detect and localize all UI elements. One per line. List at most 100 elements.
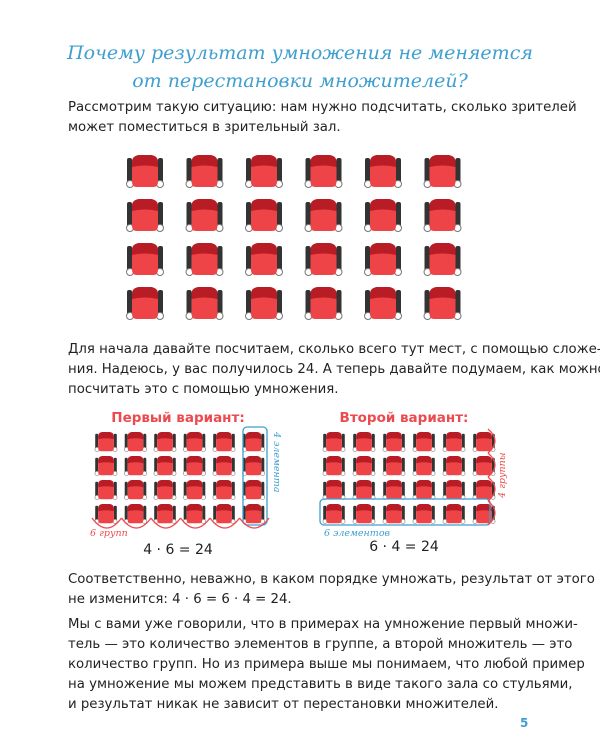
seat [153,431,177,452]
page-title-line-2: от перестановки множителей? [132,70,468,92]
text-line: Для начала давайте посчитаем, сколько вс… [68,342,600,357]
seat [212,479,236,500]
seat [442,455,466,476]
seat [245,198,283,232]
paragraph-conclusion: Соответственно, неважно, в каком порядке… [68,570,595,610]
seat [442,479,466,500]
seat [412,431,436,452]
variant1-elements-label: 4 элемента [271,432,282,493]
seat [212,503,236,524]
seat [185,286,224,320]
seat [183,503,206,524]
big-seat-grid [126,154,462,320]
seat [242,431,265,452]
seat [126,286,164,320]
text-line: не изменится: 4 · 6 = 6 · 4 = 24. [68,592,292,607]
seat [364,154,402,188]
seat [153,503,177,524]
paragraph-addition: Для начала давайте посчитаем, сколько вс… [68,340,600,400]
variant1-seat-grid [94,431,265,524]
paragraph-intro: Рассмотрим такую ситуацию: нам нужно под… [68,98,577,138]
seat [126,242,164,276]
text-line: ния. Надеюсь, у вас получилось 24. А теп… [68,362,600,377]
variant1-heading: Первый вариант: [111,410,245,426]
seat [304,198,343,232]
seat [352,503,376,524]
paragraph-summary: Мы с вами уже говорили, что в примерах н… [68,615,585,715]
seat [382,479,406,500]
seat [442,431,466,452]
seat [242,503,265,524]
seat [124,479,147,500]
text-line: Соответственно, неважно, в каком порядке… [68,572,595,587]
seat [94,431,118,452]
seat [242,455,265,476]
variant2-heading: Второй вариант: [339,410,469,426]
seat [183,431,206,452]
seat [245,154,283,188]
seat [412,479,436,500]
seat [364,198,402,232]
seat [423,242,462,276]
seat [245,286,283,320]
text-line: на умножение мы можем представить в виде… [68,677,573,692]
seat [126,198,164,232]
page-number: 5 [520,716,529,730]
seat [153,479,177,500]
seat [442,503,466,524]
seat [423,286,462,320]
seat [352,455,376,476]
text-line: и результат никак не зависит от перестан… [68,697,499,712]
seat [304,286,343,320]
seat [185,242,224,276]
seat [304,242,343,276]
seat [183,455,206,476]
text-line: Мы с вами уже говорили, что в примерах н… [68,617,578,632]
page-title-line-1: Почему результат умножения не меняется [67,42,533,64]
seat [322,455,346,476]
seat [382,455,406,476]
seat [352,431,376,452]
variant1-column-bracket [242,426,268,526]
variant2-seat-grid [322,431,496,524]
seat [423,154,462,188]
seat [212,455,236,476]
seat [304,154,343,188]
variant1-group-arcs [91,517,270,529]
text-line: Рассмотрим такую ситуацию: нам нужно под… [68,100,577,115]
seat [94,455,118,476]
seat [245,242,283,276]
seat [382,431,406,452]
seat [322,503,346,524]
seat [183,479,206,500]
seat [185,198,224,232]
seat [94,503,118,524]
seat [242,479,265,500]
seat [126,154,164,188]
text-line: тель — это количество элементов в группе… [68,637,573,652]
variant2-elements-label: 6 элементов [324,528,391,539]
seat [423,198,462,232]
text-line: посчитать это с помощью умножения. [68,382,339,397]
seat [364,286,402,320]
seat [412,503,436,524]
seat [124,503,147,524]
variant1-groups-label: 6 групп [90,528,128,539]
seat [185,154,224,188]
seat [212,431,236,452]
seat [382,503,406,524]
seat [124,431,147,452]
variant1-equation: 4 · 6 = 24 [143,542,213,558]
text-line: количество групп. Но из примера выше мы … [68,657,585,672]
seat [322,431,346,452]
seat [94,479,118,500]
seat [124,455,147,476]
text-line: может поместиться в зрительный зал. [68,120,341,135]
variant2-equation: 6 · 4 = 24 [369,539,439,555]
seat [322,479,346,500]
seat [412,455,436,476]
variant2-group-arcs [487,428,496,526]
seat [352,479,376,500]
variant2-groups-label: 4 группы [497,452,508,498]
